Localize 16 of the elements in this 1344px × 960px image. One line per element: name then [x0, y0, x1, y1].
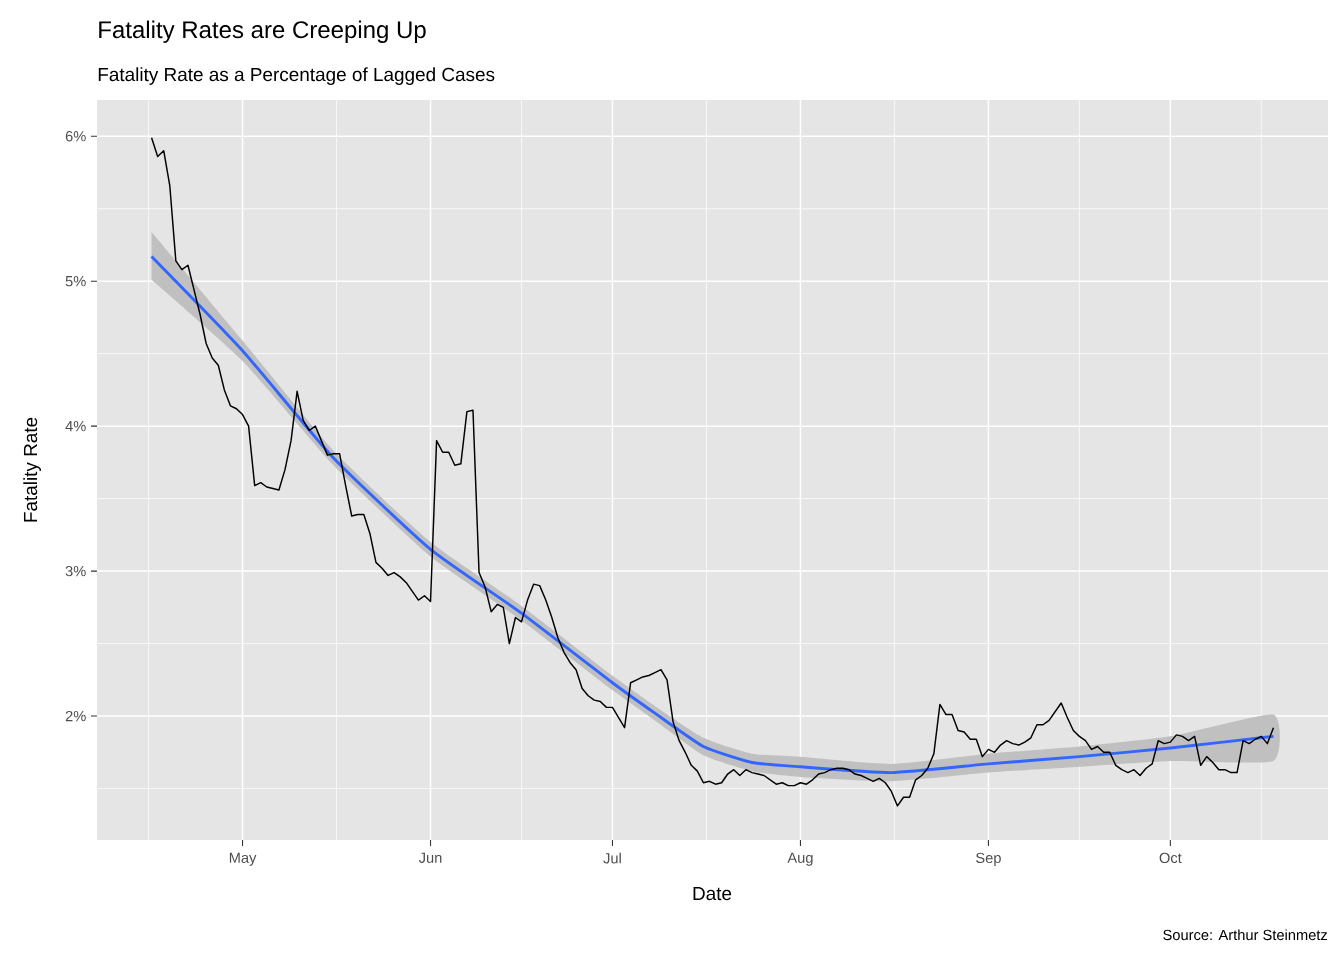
y-tick-label: 5% [65, 276, 86, 287]
chart-subtitle: Fatality Rate as a Percentage of Lagged Cases [98, 67, 495, 85]
y-tick-label: 2% [65, 710, 86, 722]
y-tick-label: 3% [65, 565, 86, 577]
y-tick-label: 4% [65, 421, 86, 432]
chart-title: Fatality Rates are Creeping Up [99, 20, 426, 43]
x-tick-label: Jun [418, 852, 442, 863]
x-tick-label: Aug [787, 852, 813, 866]
x-axis-title: Date [693, 886, 732, 901]
x-tick-label: Jul [603, 852, 621, 864]
y-axis-title: Fatality Rate [23, 417, 41, 522]
x-tick-label: Sep [976, 852, 1001, 866]
x-tick-label: May [229, 852, 257, 866]
x-tick-label: Oct [1159, 852, 1182, 864]
source-note: Source: Arthur Steinmetz [1163, 929, 1328, 941]
y-tick-label: 6% [65, 131, 86, 142]
